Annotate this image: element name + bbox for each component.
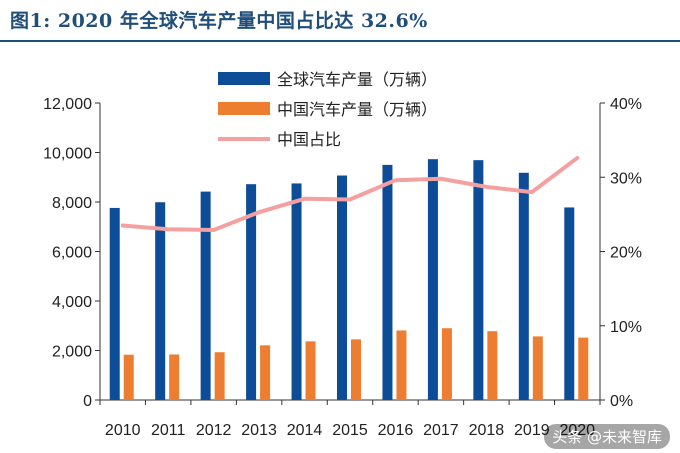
watermark: 头条 @未来智库: [544, 424, 670, 449]
x-axis-tick-label: 2019: [514, 422, 550, 439]
global-production-bar: [564, 207, 575, 400]
x-axis-tick-label: 2017: [423, 422, 459, 439]
legend-label: 全球汽车产量（万辆）: [277, 70, 437, 89]
global-production-bar: [473, 160, 484, 400]
china-production-bar: [214, 352, 225, 400]
bars: [109, 159, 589, 400]
global-production-bar: [337, 175, 347, 400]
china-production-bar: [169, 354, 180, 400]
china-production-bar: [305, 341, 316, 400]
global-production-bar: [246, 184, 257, 400]
x-axis-tick-label: 2012: [196, 422, 232, 439]
china-production-bar: [396, 330, 407, 400]
legend-swatch: [218, 102, 270, 115]
china-production-bar: [123, 354, 134, 400]
x-axis-tick-label: 2011: [151, 422, 186, 439]
title-divider: [0, 40, 680, 42]
x-axis-tick-label: 2014: [287, 422, 323, 439]
legend-swatch: [218, 72, 270, 85]
left-axis-tick-label: 10,000: [43, 146, 92, 163]
legend-label: 中国占比: [277, 130, 341, 149]
left-axis-tick-label: 0: [83, 393, 92, 410]
right-axis-tick-label: 0%: [610, 393, 633, 410]
left-axis-tick-label: 12,000: [43, 96, 92, 113]
share-line: [120, 155, 580, 232]
axes: 0 2,000 4,000 6,000 8,000 10,000 12,000 0% 10% 20…: [43, 96, 642, 439]
global-production-bar: [427, 159, 438, 400]
left-axis-tick-label: 2,000: [52, 344, 92, 361]
left-axis-tick-label: 6,000: [52, 245, 92, 262]
right-axis-tick-label: 20%: [610, 245, 642, 262]
global-production-bar: [200, 191, 211, 400]
x-axis-tick-label: 2015: [332, 422, 368, 439]
global-production-bar: [518, 172, 529, 400]
china-production-bar: [532, 336, 543, 400]
global-production-bar: [109, 207, 120, 400]
china-production-bar: [351, 339, 361, 400]
china-production-bar: [487, 331, 498, 400]
left-axis-tick-label: 4,000: [52, 294, 92, 311]
chart-title: 图1: 2020 年全球汽车产量中国占比达 32.6%: [10, 10, 428, 32]
china-production-bar: [260, 345, 271, 400]
x-axis-tick-label: 2013: [241, 422, 277, 439]
x-axis-tick-label: 2018: [469, 422, 505, 439]
right-axis-tick-label: 10%: [610, 319, 642, 336]
right-axis-tick-label: 40%: [610, 96, 642, 113]
china-production-bar: [578, 337, 589, 400]
x-axis-tick-label: 2010: [105, 422, 141, 439]
right-axis-tick-label: 30%: [610, 170, 642, 187]
legend-label: 中国汽车产量（万辆）: [277, 100, 437, 119]
x-axis-tick-label: 2016: [378, 422, 414, 439]
global-production-bar: [155, 202, 166, 400]
china-share-line: [120, 155, 580, 232]
global-production-bar: [382, 164, 393, 400]
left-axis-tick-label: 8,000: [52, 195, 92, 212]
x-axis-tick-label: 2020: [559, 422, 595, 439]
legend: 全球汽车产量（万辆） 中国汽车产量（万辆） 中国占比: [218, 70, 437, 149]
global-production-bar: [291, 183, 302, 400]
china-production-bar: [441, 328, 452, 400]
